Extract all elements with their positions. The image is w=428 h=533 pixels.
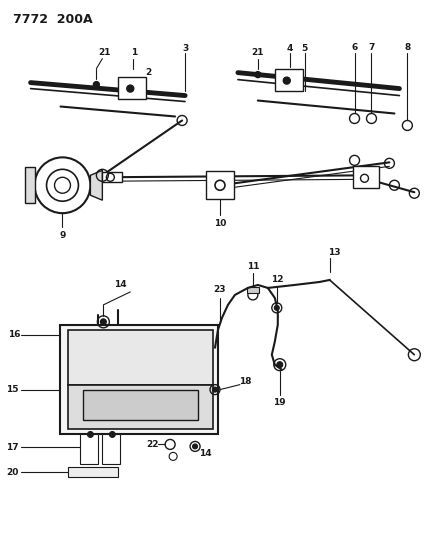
Circle shape — [277, 362, 283, 368]
Polygon shape — [68, 330, 213, 385]
Text: 7772  200A: 7772 200A — [13, 13, 92, 26]
Text: 21: 21 — [98, 48, 110, 57]
Text: 2: 2 — [145, 68, 152, 77]
Polygon shape — [206, 171, 234, 199]
Polygon shape — [102, 172, 122, 182]
Text: 21: 21 — [252, 48, 264, 57]
Text: 6: 6 — [351, 43, 358, 52]
Text: 16: 16 — [9, 330, 21, 340]
Text: 13: 13 — [328, 247, 341, 256]
Bar — [118, 77, 146, 99]
Text: 12: 12 — [270, 276, 283, 285]
Text: 4: 4 — [287, 44, 293, 53]
Bar — [80, 434, 98, 464]
Text: 23: 23 — [214, 286, 226, 294]
Circle shape — [255, 71, 261, 78]
Circle shape — [109, 431, 115, 438]
Text: 18: 18 — [239, 377, 251, 386]
Circle shape — [283, 77, 290, 84]
Text: 5: 5 — [302, 44, 308, 53]
Polygon shape — [68, 385, 213, 430]
Text: 20: 20 — [6, 468, 19, 477]
Text: 10: 10 — [214, 219, 226, 228]
Text: 8: 8 — [404, 43, 410, 52]
Polygon shape — [90, 171, 102, 200]
Text: 11: 11 — [247, 262, 259, 271]
Circle shape — [274, 305, 279, 310]
Bar — [102, 434, 120, 464]
Bar — [68, 467, 118, 478]
Bar — [275, 69, 303, 91]
Polygon shape — [60, 325, 218, 434]
Polygon shape — [247, 287, 259, 293]
Text: 22: 22 — [146, 440, 158, 449]
Text: 1: 1 — [131, 48, 137, 57]
Circle shape — [87, 431, 93, 438]
Circle shape — [93, 82, 99, 87]
Text: 9: 9 — [59, 231, 65, 240]
Polygon shape — [83, 390, 198, 419]
Text: 14: 14 — [114, 280, 127, 289]
Text: 15: 15 — [6, 385, 19, 394]
Text: 14: 14 — [199, 449, 211, 458]
Text: 17: 17 — [6, 443, 19, 452]
Circle shape — [213, 387, 217, 392]
Text: 7: 7 — [369, 43, 374, 52]
Text: 3: 3 — [182, 44, 188, 53]
Polygon shape — [25, 167, 35, 203]
Circle shape — [101, 319, 106, 325]
Circle shape — [127, 85, 134, 92]
Polygon shape — [353, 166, 380, 188]
Text: 19: 19 — [273, 398, 286, 407]
Circle shape — [193, 444, 198, 449]
